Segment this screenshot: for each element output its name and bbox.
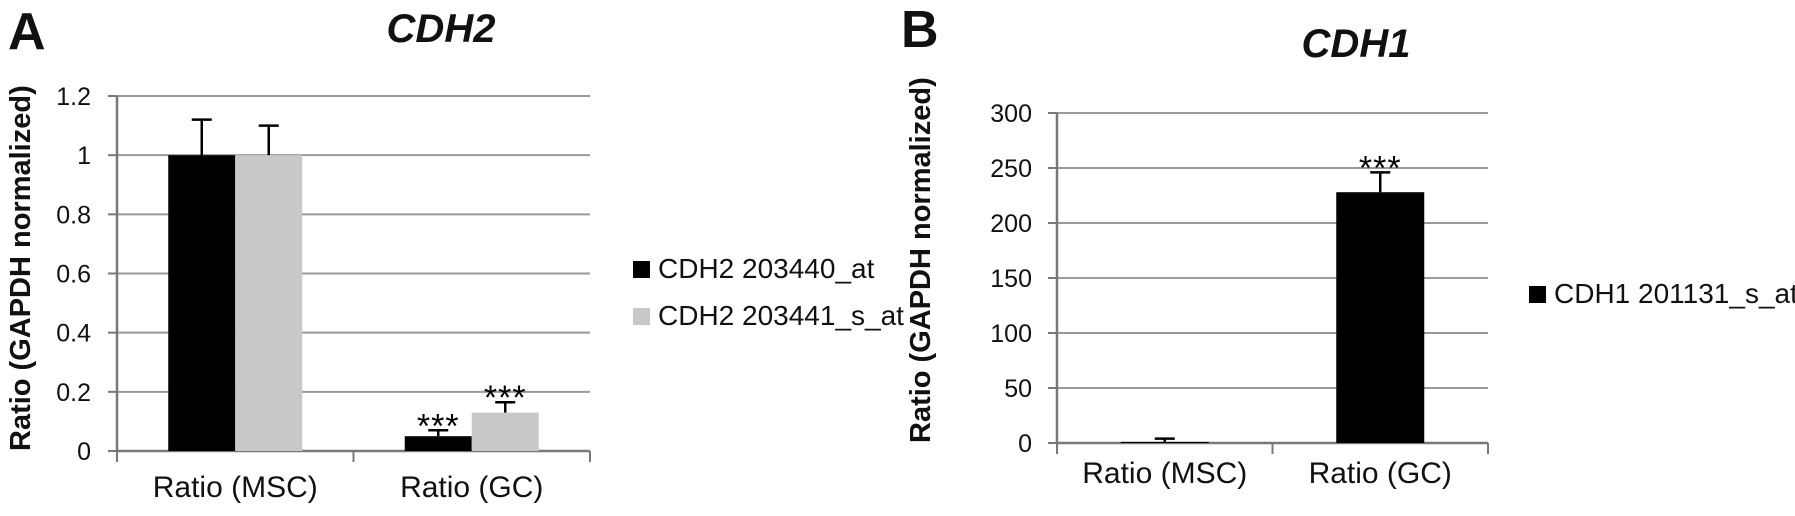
y-tick-label: 1.2 [56, 83, 91, 111]
y-tick-label: 0.6 [56, 261, 91, 289]
y-tick-label: 300 [990, 100, 1032, 128]
panel-a-chart-title: CDH2 [386, 7, 496, 51]
significance-stars: *** [484, 379, 527, 417]
y-tick-label: 0.2 [56, 379, 91, 407]
legend-entry: CDH1 201131_s_at [1529, 278, 1795, 310]
y-tick-label: 0 [77, 438, 91, 466]
bar [1336, 192, 1425, 443]
y-tick-label: 50 [1004, 375, 1032, 403]
legend-label: CDH2 203441_s_at [658, 300, 904, 331]
legend-label: CDH2 203440_at [658, 253, 875, 284]
panel-b-plot: 0 50 100 150 200 250 300 Ratio (MSC) Ratio (GC) *… [990, 100, 1489, 490]
x-category-label: Ratio (MSC) [1082, 457, 1247, 490]
panel-a-y-axis-title: Ratio (GAPDH normalized) [5, 85, 37, 451]
legend-entry: CDH2 203440_at [633, 253, 875, 285]
y-tick-label: 0.8 [56, 201, 91, 229]
legend-swatch-black-icon [1529, 285, 1546, 303]
panel-a-plot: 0 0.2 0.4 0.6 0.8 1 1.2 Ratio (MSC) Ratio (GC) **… [56, 83, 591, 504]
y-tick-label: 200 [990, 210, 1032, 238]
legend-swatch-black-icon [633, 260, 650, 278]
bar [404, 436, 472, 451]
x-category-label: Ratio (MSC) [153, 471, 318, 504]
panel-b-letter: B [901, 1, 939, 59]
panel-a-letter: A [8, 3, 46, 61]
y-tick-label: 1 [77, 142, 91, 170]
legend-entry: CDH2 203441_s_at [633, 300, 904, 332]
significance-stars: *** [1359, 149, 1402, 187]
legend-label: CDH1 201131_s_at [1554, 278, 1795, 309]
y-tick-label: 100 [990, 320, 1032, 348]
panel-b-y-axis-title: Ratio (GAPDH normalized) [905, 77, 937, 443]
bar [471, 412, 539, 451]
x-category-label: Ratio (GC) [400, 471, 543, 504]
y-tick-label: 150 [990, 265, 1032, 293]
y-tick-label: 0.4 [56, 320, 91, 348]
bar [1120, 441, 1209, 443]
bar [235, 155, 303, 451]
legend-swatch-gray-icon [633, 307, 650, 325]
y-tick-label: 0 [1018, 430, 1032, 458]
bar [168, 155, 236, 451]
significance-stars: *** [417, 407, 460, 445]
y-tick-label: 250 [990, 155, 1032, 183]
x-category-label: Ratio (GC) [1309, 457, 1452, 490]
panel-b-chart-title: CDH1 [1301, 22, 1411, 66]
